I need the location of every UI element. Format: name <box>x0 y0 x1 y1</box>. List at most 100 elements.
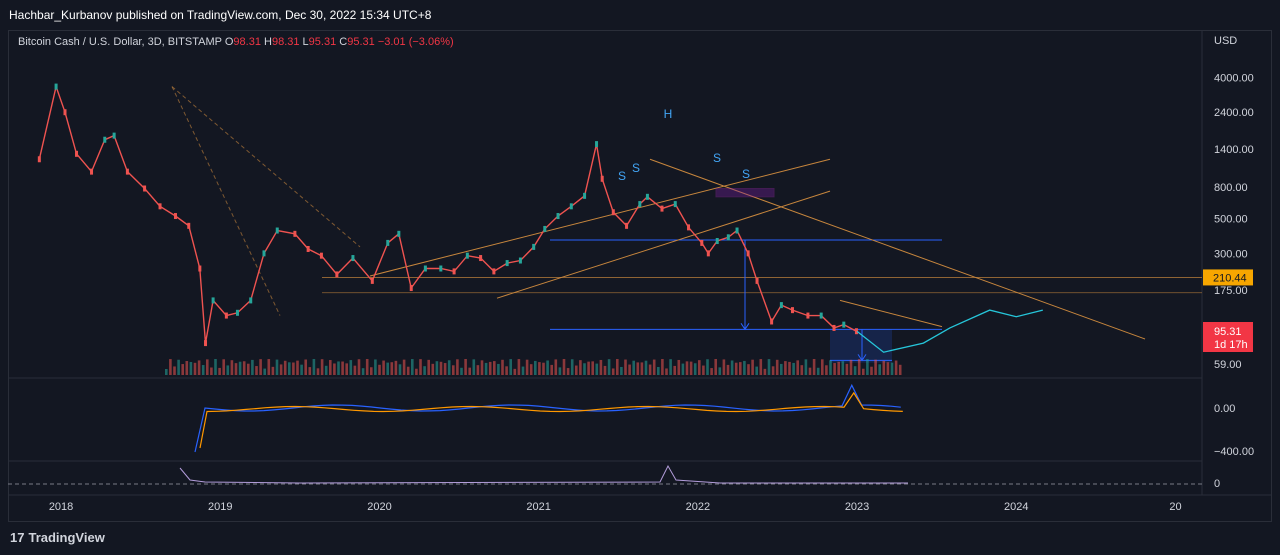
level-price-badge <box>1203 269 1253 286</box>
volume-bar <box>374 359 377 375</box>
tradingview-brand[interactable]: 17 TradingView <box>10 530 105 545</box>
volume-bar <box>431 363 435 375</box>
price-candle <box>224 312 228 319</box>
price-candle <box>452 268 456 275</box>
volume-bar <box>324 365 328 375</box>
y-tick-label: 500.00 <box>1214 214 1248 226</box>
volume-bar <box>591 361 594 375</box>
volume-bar <box>419 359 422 375</box>
low-label: L <box>302 36 309 48</box>
volume-bar <box>816 367 820 375</box>
price-candle <box>479 255 483 262</box>
close-label: C <box>339 36 348 48</box>
volume-bar <box>898 364 902 375</box>
price-candle <box>556 213 560 220</box>
volume-bar <box>296 360 299 375</box>
volume-bar <box>763 368 767 375</box>
signal-line <box>199 391 903 449</box>
volume-bar <box>439 361 443 375</box>
wedge-line <box>839 299 943 328</box>
oscillator-line <box>179 464 908 484</box>
volume-bar <box>784 361 787 375</box>
price-candle <box>779 302 783 309</box>
volume-bar <box>411 359 414 375</box>
volume-bar <box>308 367 312 375</box>
pattern-label: H <box>664 107 673 121</box>
volume-bar <box>230 360 234 375</box>
volume-bar <box>714 359 717 375</box>
volume-bar <box>476 365 480 375</box>
volume-bar <box>775 359 779 375</box>
volume-bar <box>460 367 463 375</box>
volume-bar <box>886 362 890 375</box>
volume-bar <box>480 360 484 375</box>
volume-bar <box>603 365 607 375</box>
volume-bar <box>251 359 254 375</box>
price-candle <box>204 340 208 347</box>
price-candle <box>790 307 794 314</box>
price-candle <box>211 297 215 304</box>
volume-bar <box>316 368 320 375</box>
volume-bar <box>706 359 709 375</box>
volume-bar <box>386 362 389 375</box>
price-candle <box>75 150 79 157</box>
channel-lower <box>496 190 831 299</box>
price-candle <box>700 239 704 246</box>
volume-bar <box>288 362 291 375</box>
volume-bar <box>542 362 545 375</box>
volume-bar <box>300 364 303 375</box>
volume-bar <box>857 359 861 375</box>
pattern-label: S <box>618 169 626 183</box>
volume-bar <box>788 361 791 375</box>
price-candle <box>423 265 427 272</box>
volume-bar <box>853 366 857 375</box>
volume-bar <box>611 368 615 375</box>
volume-bar <box>755 366 758 375</box>
price-candle <box>409 285 413 292</box>
volume-bar <box>382 360 385 375</box>
price-candle <box>335 271 339 278</box>
volume-bar <box>210 367 213 375</box>
volume-bar <box>329 360 332 375</box>
volume-bar <box>402 359 406 375</box>
volume-bar <box>505 366 508 375</box>
x-tick-label: 2023 <box>845 501 869 513</box>
volume-bar <box>283 360 287 375</box>
chart-frame[interactable] <box>8 30 1272 522</box>
volume-bar <box>197 360 201 375</box>
volume-bar <box>484 362 488 375</box>
price-candle <box>715 237 719 244</box>
volume-bar <box>894 360 898 375</box>
price-candle <box>351 255 355 262</box>
pattern-label: S <box>713 151 721 165</box>
volume-bar <box>525 359 529 375</box>
volume-bar <box>452 365 455 375</box>
volume-bar <box>636 362 640 375</box>
volume-bar <box>710 368 713 375</box>
x-tick-label: 2020 <box>367 501 391 513</box>
volume-bar <box>472 359 476 375</box>
price-candle <box>600 175 604 182</box>
volume-bar <box>862 368 865 375</box>
volume-bar <box>837 361 840 375</box>
price-candle <box>370 277 374 284</box>
publish-header: Hachbar_Kurbanov published on TradingVie… <box>0 0 1280 30</box>
volume-bar <box>304 359 307 375</box>
volume-bar <box>821 359 824 375</box>
volume-bar <box>616 359 619 375</box>
price-candle <box>158 203 162 210</box>
volume-bar <box>689 361 693 375</box>
volume-bar <box>488 361 492 375</box>
trendline-dashed <box>171 86 361 248</box>
volume-bar <box>538 362 541 375</box>
price-candle <box>187 222 191 229</box>
price-candle <box>306 245 310 252</box>
channel-upper <box>369 158 831 277</box>
volume-bar <box>226 365 230 375</box>
price-candle <box>37 156 41 163</box>
volume-bar <box>341 361 344 375</box>
volume-bar <box>780 363 783 375</box>
volume-bar <box>833 363 836 375</box>
volume-bar <box>517 359 521 375</box>
